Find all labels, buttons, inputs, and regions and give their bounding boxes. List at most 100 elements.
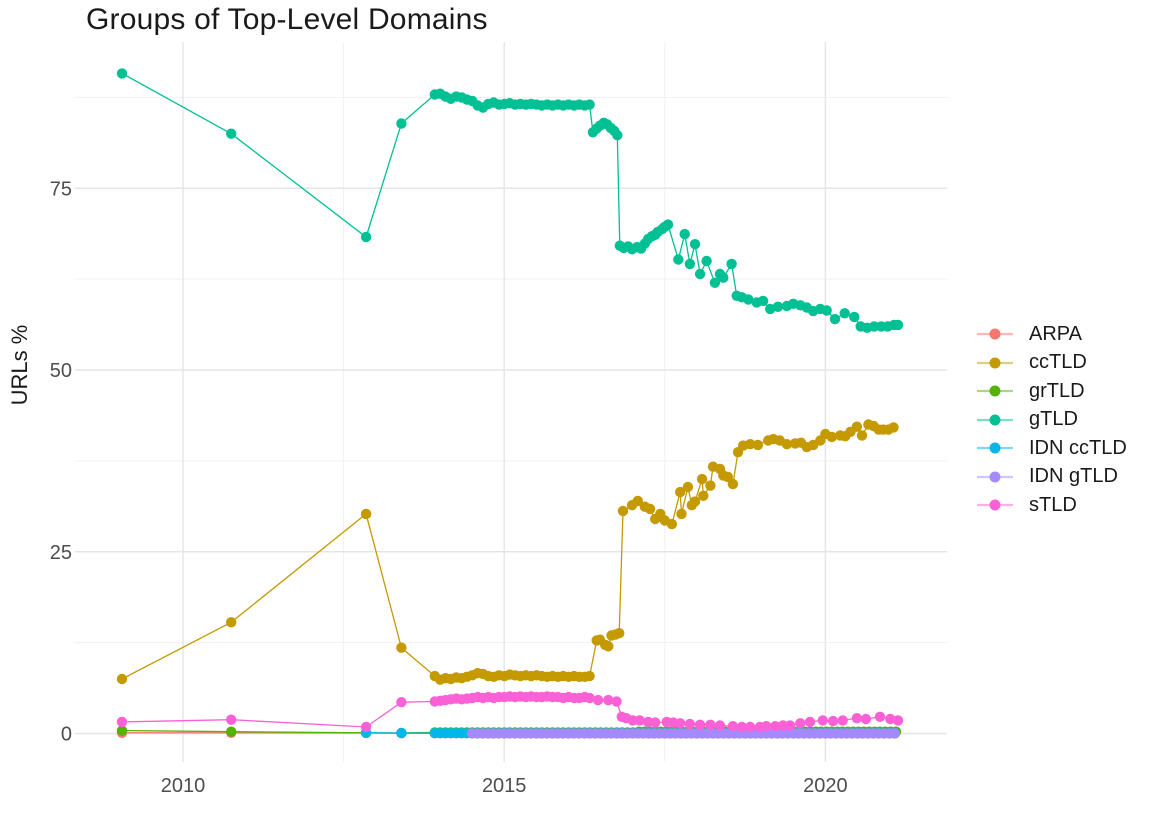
data-point — [757, 295, 769, 307]
data-point — [696, 473, 708, 485]
data-point — [612, 130, 623, 141]
data-point — [837, 715, 848, 726]
x-tick-label: 2020 — [803, 775, 848, 797]
data-point — [116, 68, 128, 79]
legend-key-dot — [989, 499, 1001, 511]
data-point — [795, 718, 806, 729]
legend-key-icon — [977, 442, 1013, 454]
data-point — [584, 670, 595, 682]
data-point — [714, 720, 726, 731]
legend-item-cctld: ccTLD — [975, 349, 1087, 377]
data-point — [226, 726, 237, 737]
data-point — [885, 713, 896, 725]
legend-key-dot — [989, 328, 1001, 340]
legend-label: ARPA — [1029, 322, 1082, 345]
legend-key-icon — [977, 499, 1013, 511]
data-point — [682, 481, 694, 493]
data-point — [743, 294, 754, 305]
data-point — [856, 430, 868, 441]
data-point — [745, 721, 756, 733]
y-tick-label: 50 — [50, 360, 72, 382]
data-point — [116, 673, 128, 685]
data-point — [701, 255, 712, 267]
data-point — [889, 728, 900, 739]
legend-label: sTLD — [1029, 493, 1077, 516]
legend-item-stld: sTLD — [975, 491, 1077, 519]
data-point — [736, 721, 748, 733]
legend-key-icon — [977, 471, 1013, 482]
legend-key-dot — [989, 442, 1001, 454]
data-point — [675, 486, 686, 498]
data-point — [584, 692, 595, 704]
data-point — [745, 439, 756, 450]
data-point — [644, 503, 656, 515]
data-point — [694, 719, 706, 730]
data-point — [726, 258, 737, 270]
data-point — [761, 721, 772, 732]
legend-item-arpa: ARPA — [975, 320, 1082, 348]
data-point — [611, 696, 622, 707]
legend-key-dot — [989, 471, 1001, 482]
data-point — [617, 505, 629, 517]
y-tick-label: 75 — [50, 178, 72, 200]
legend-key-icon — [977, 357, 1013, 368]
legend-key-icon — [977, 385, 1013, 397]
data-point — [817, 715, 828, 726]
legend-item-idn-cctld: IDN ccTLD — [975, 434, 1127, 462]
data-point — [675, 718, 686, 729]
data-point — [584, 99, 595, 110]
legend-key-icon — [977, 414, 1013, 425]
data-point — [705, 719, 716, 730]
data-point — [360, 508, 372, 520]
data-point — [603, 641, 614, 652]
data-point — [892, 319, 904, 331]
data-point — [396, 697, 407, 708]
legend-item-grtld: grTLD — [975, 377, 1085, 405]
data-point — [839, 308, 850, 319]
data-point — [679, 228, 690, 240]
legend-label: gTLD — [1029, 408, 1078, 430]
data-point — [689, 496, 701, 507]
data-point — [727, 478, 739, 490]
data-point — [396, 727, 407, 739]
data-point — [666, 518, 678, 530]
data-point — [709, 277, 721, 288]
data-point — [603, 694, 614, 706]
data-point — [752, 439, 764, 451]
legend-item-idn-gtld: IDN gTLD — [975, 463, 1118, 491]
legend-key-dot — [989, 385, 1001, 397]
data-point — [226, 714, 237, 725]
data-point — [396, 642, 407, 653]
data-point — [226, 617, 237, 628]
data-point — [650, 717, 661, 728]
data-point — [226, 128, 237, 139]
data-point — [698, 490, 709, 501]
data-point — [684, 258, 696, 270]
data-point — [360, 721, 372, 733]
data-point — [676, 508, 687, 520]
data-point — [705, 480, 716, 491]
data-point — [826, 431, 837, 443]
data-point — [888, 422, 899, 433]
data-point — [673, 254, 684, 265]
data-point — [784, 720, 796, 731]
data-point — [116, 725, 128, 736]
data-point — [781, 439, 793, 450]
data-point — [727, 721, 739, 732]
data-point — [634, 715, 645, 726]
data-point — [718, 272, 729, 283]
data-point — [694, 268, 706, 280]
data-point — [827, 715, 839, 727]
data-point — [360, 231, 372, 243]
x-tick-label: 2010 — [161, 775, 206, 797]
data-point — [772, 301, 784, 312]
y-tick-label: 0 — [61, 724, 72, 746]
data-point — [722, 471, 733, 483]
legend-label: grTLD — [1029, 379, 1085, 402]
data-point — [116, 716, 128, 728]
data-point — [851, 421, 863, 432]
legend-key-icon — [977, 328, 1013, 340]
data-point — [829, 313, 841, 325]
